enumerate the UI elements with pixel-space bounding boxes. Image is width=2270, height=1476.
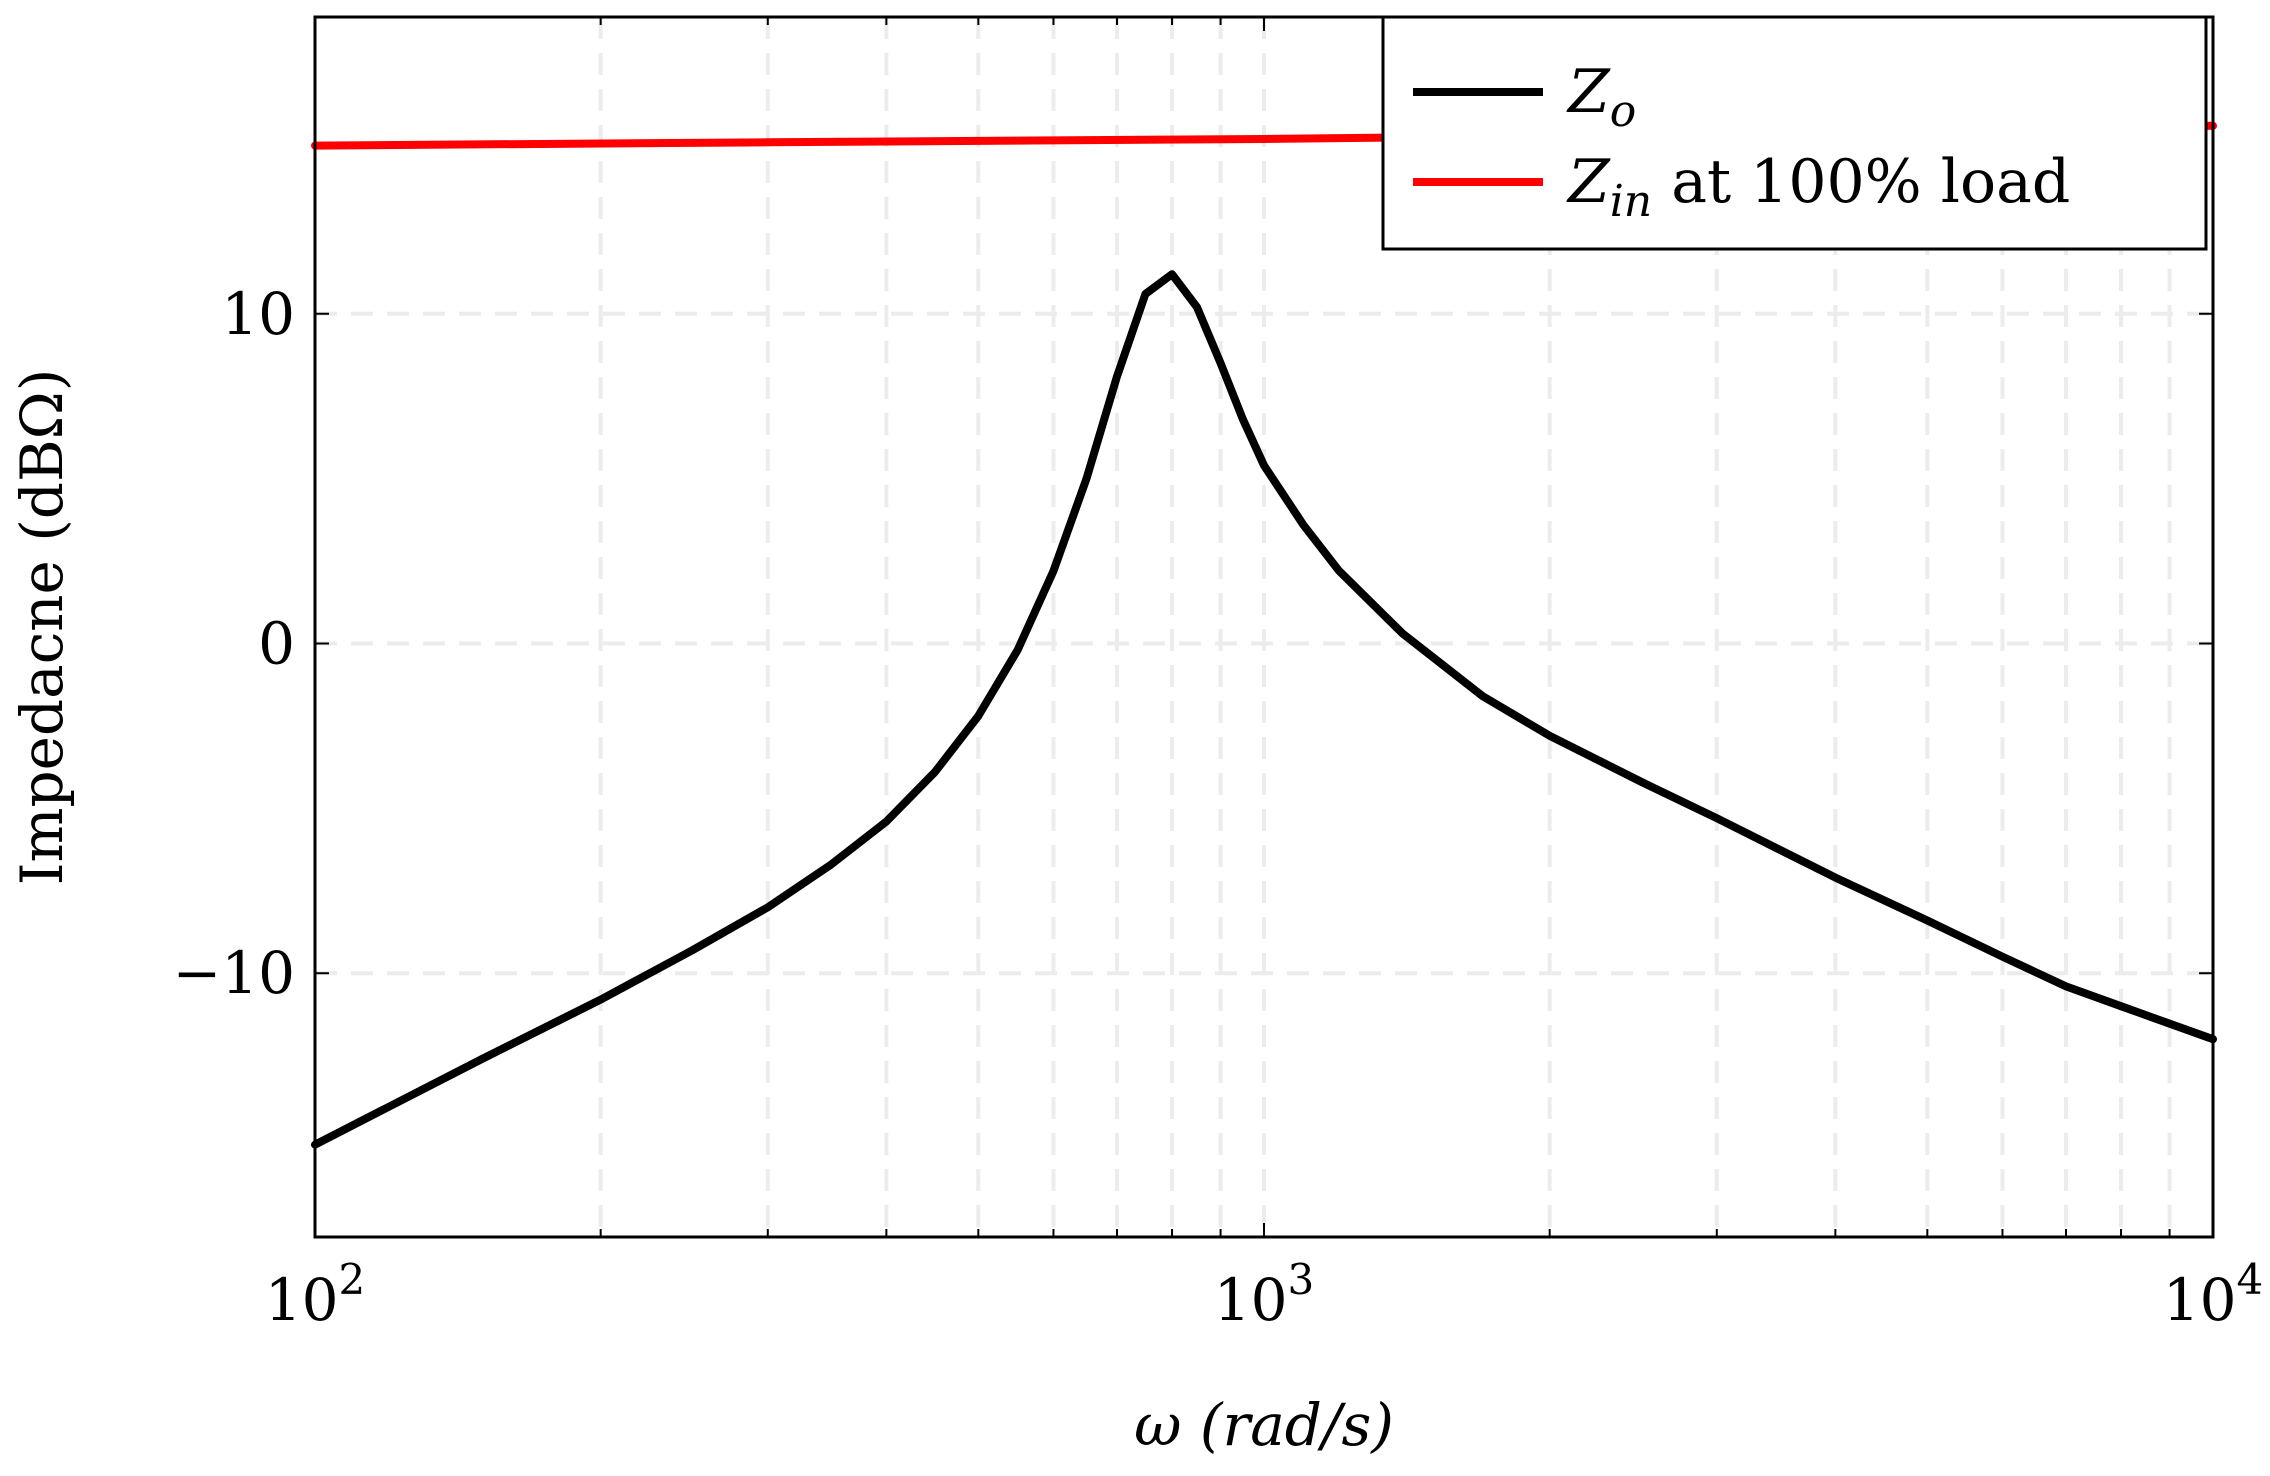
legend: Zo Zin at 100% load: [1381, 15, 2208, 251]
tick-labels: −10 0 10 102 103 104: [173, 280, 2264, 1334]
legend-box: [1381, 15, 2208, 251]
grid: [315, 17, 2213, 1237]
y-tick-label: 10: [221, 280, 295, 348]
x-tick-label: 103: [1214, 1255, 1315, 1334]
x-tick-label: 102: [265, 1255, 366, 1334]
series-line-0: [311, 270, 2217, 1149]
legend-label-1: Zin at 100% load: [1566, 147, 2070, 227]
y-axis-label: Impedacne (dBΩ): [8, 369, 76, 886]
legend-label-0: Zo: [1566, 57, 1636, 137]
y-tick-label: 0: [258, 609, 295, 677]
x-tick-label: 104: [2163, 1255, 2264, 1334]
x-axis-label: ω (rad/s): [1134, 1391, 1394, 1459]
y-tick-label: −10: [173, 939, 295, 1007]
